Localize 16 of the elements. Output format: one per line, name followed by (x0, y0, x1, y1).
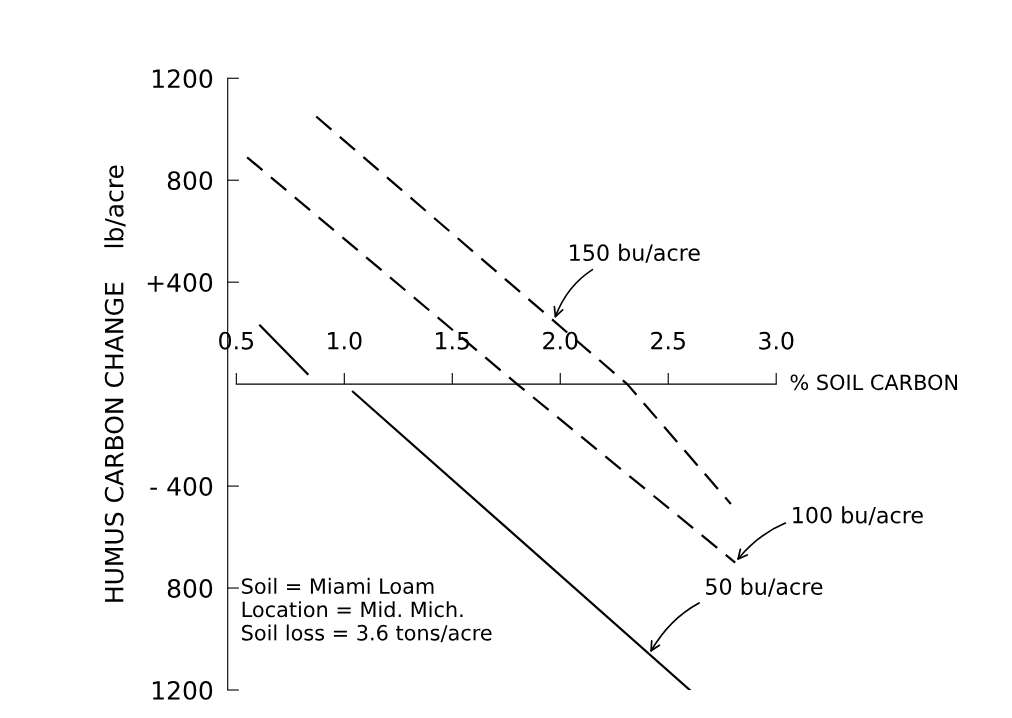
y-tick-label: 1200 (152, 69, 213, 89)
annotation: Soil = Miami Loam Location = Mid. Mich. Soil loss = 3.6 tons/acre (242, 577, 492, 643)
x-tick-label: 3.0 (759, 331, 794, 350)
y-tick-label: 800 (167, 171, 213, 191)
y-tick-label: - 400 (150, 477, 213, 496)
annotation: 150 bu/acre (570, 243, 700, 263)
x-axis-title: % SOIL CARBON (790, 374, 957, 391)
annotation: 50 bu/acre (706, 577, 823, 597)
x-tick-label: 2.0 (543, 331, 578, 350)
y-tick-label: 1200 (152, 680, 213, 700)
annotation: 100 bu/acre (793, 506, 923, 526)
y-tick-label: +400 (147, 273, 213, 293)
x-tick-label: 2.5 (651, 331, 685, 350)
x-tick-label: 1.0 (328, 331, 362, 350)
y-tick-label: 800 (167, 578, 213, 598)
y-axis-title: HUMUS CARBON CHANGE lb/acre (104, 165, 126, 602)
